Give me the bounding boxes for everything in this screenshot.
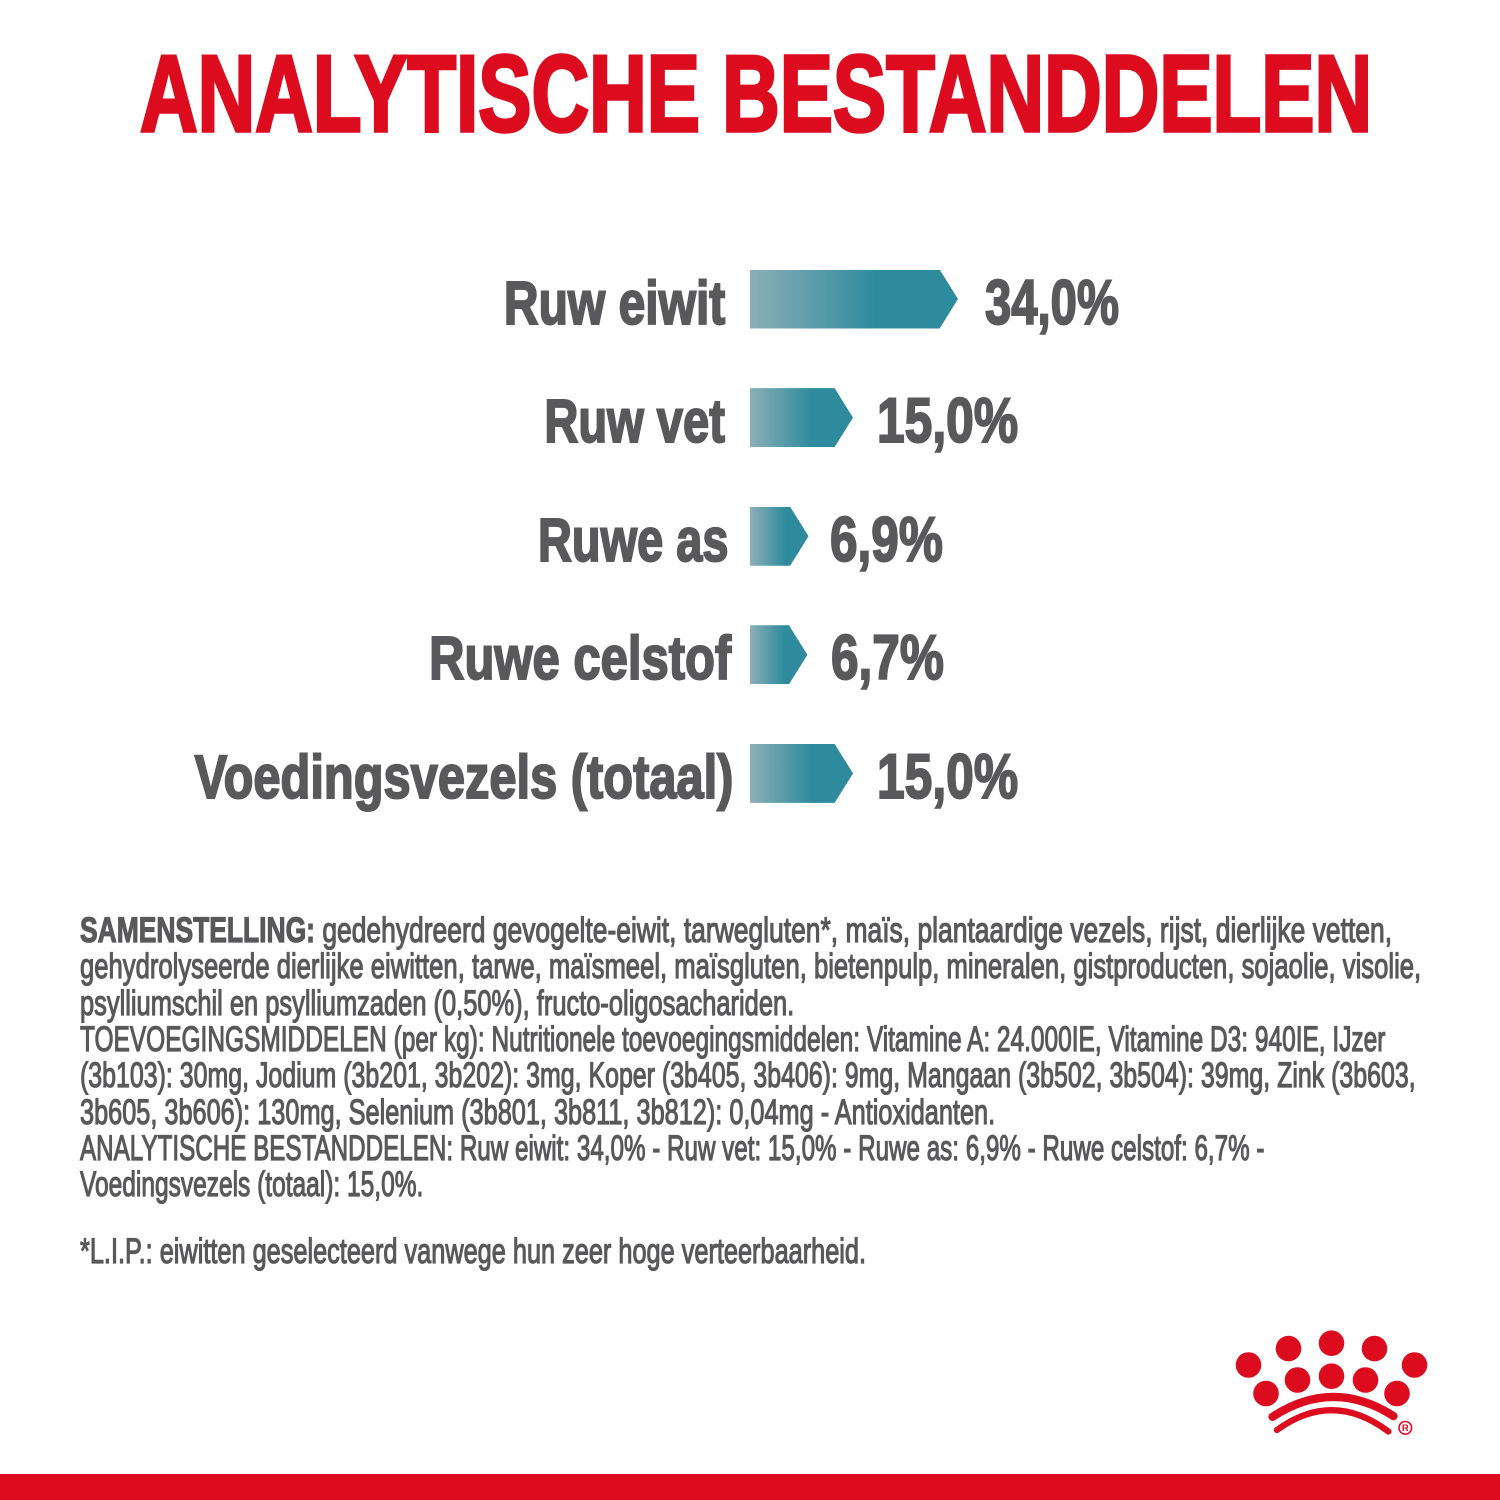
svg-text:R: R	[1402, 1423, 1409, 1434]
